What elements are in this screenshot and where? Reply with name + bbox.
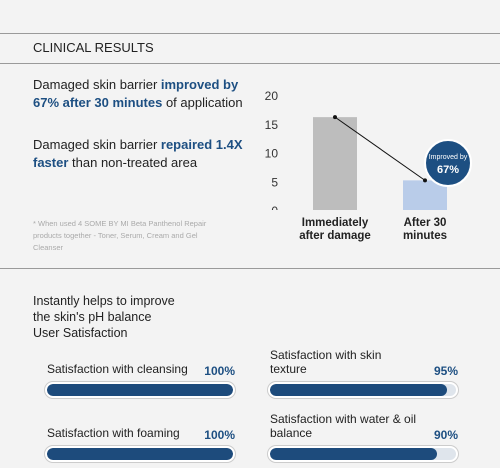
claim: Damaged skin barrier improved by 67% aft…	[33, 76, 243, 112]
chart: 0 5 10 15 20 Improved by 67% Immediately after…	[260, 85, 490, 250]
x-tick-label: Immediately after damage	[299, 217, 371, 242]
y-tick-label: 5	[271, 175, 278, 189]
chart-svg: 0 5 10 15 20 Improved by 67%	[265, 89, 472, 218]
bar	[403, 180, 447, 212]
bar	[313, 117, 357, 212]
progress-fill	[270, 384, 447, 396]
satisfaction-label: Satisfaction with water & oil balance	[270, 412, 417, 440]
satisfaction-label: Satisfaction with skin texture	[270, 348, 382, 376]
progress-fill	[47, 384, 233, 396]
connector-dot	[333, 115, 337, 120]
y-tick-label: 10	[265, 147, 279, 161]
annotation-bubble	[424, 139, 472, 187]
y-tick-label: 15	[265, 118, 279, 132]
claim-text: Damaged skin barrier	[33, 137, 161, 152]
progress-track	[268, 446, 458, 462]
divider	[0, 268, 500, 269]
y-tick-label: 20	[265, 89, 279, 103]
claim-highlight: repaired 1.4X faster	[33, 137, 243, 170]
progress-fill	[270, 448, 438, 460]
progress-fill	[47, 448, 233, 460]
satisfaction-value: 100%	[204, 428, 235, 442]
connector-dot	[423, 178, 427, 183]
claim-text: of application	[162, 95, 243, 110]
section-title: CLINICAL RESULTS	[33, 40, 154, 55]
satisfaction-label: Satisfaction with cleansing	[47, 362, 188, 376]
progress-track	[268, 382, 458, 398]
progress-track	[45, 382, 235, 398]
x-tick-label: After 30 minutes	[402, 217, 448, 242]
satisfaction-value: 100%	[204, 364, 235, 378]
heading-line: the skin's pH balance	[33, 310, 152, 324]
claim: Damaged skin barrier repaired 1.4X faste…	[33, 136, 243, 172]
satisfaction-label: Satisfaction with foaming	[47, 426, 180, 440]
heading-line: Instantly helps to improve	[33, 294, 175, 308]
claim-text: than non-treated area	[68, 155, 198, 170]
footnote: * When used 4 SOME BY MI Beta Panthenol …	[33, 219, 207, 252]
connector	[334, 116, 426, 181]
annotation-value: 67%	[437, 164, 459, 176]
progress-track	[45, 446, 235, 462]
satisfaction-value: 95%	[433, 364, 458, 378]
claim-text: Damaged skin barrier	[33, 77, 161, 92]
y-tick-label: 0	[271, 204, 278, 210]
heading-line: User Satisfaction	[33, 326, 128, 340]
divider	[0, 63, 500, 64]
divider	[0, 33, 500, 34]
annotation-text: Improved by	[429, 154, 468, 161]
satisfaction-value: 90%	[433, 428, 458, 442]
claim-highlight: improved by 67% after 30 minutes	[33, 77, 239, 110]
satisfaction-heading: Instantly helps to improve the skin's pH …	[33, 293, 175, 341]
